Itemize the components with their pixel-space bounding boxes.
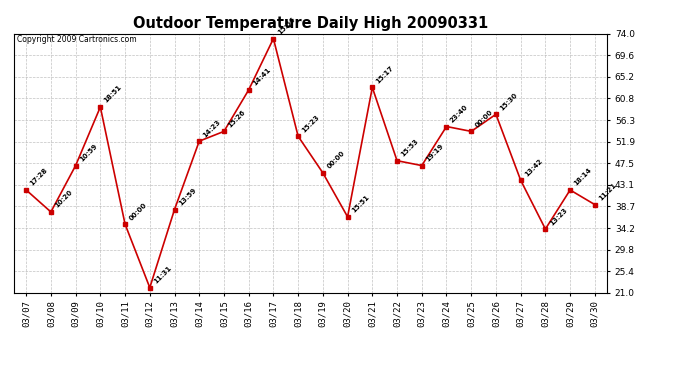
Text: 18:14: 18:14 [573, 167, 593, 187]
Text: 15:53: 15:53 [400, 138, 420, 158]
Text: 15:30: 15:30 [499, 92, 519, 111]
Text: 18:51: 18:51 [103, 84, 123, 104]
Text: 17:28: 17:28 [29, 167, 49, 187]
Text: 19:19: 19:19 [424, 143, 444, 163]
Text: 13:23: 13:23 [548, 206, 568, 226]
Text: 13:42: 13:42 [524, 158, 544, 177]
Text: 14:41: 14:41 [251, 67, 272, 87]
Text: 15:26: 15:26 [227, 109, 246, 129]
Text: 11:21: 11:21 [598, 182, 618, 202]
Text: 11:31: 11:31 [152, 265, 172, 285]
Text: 00:00: 00:00 [128, 201, 148, 221]
Text: 00:00: 00:00 [474, 109, 494, 129]
Title: Outdoor Temperature Daily High 20090331: Outdoor Temperature Daily High 20090331 [133, 16, 488, 31]
Text: 10:59: 10:59 [79, 143, 98, 163]
Text: 15:23: 15:23 [301, 114, 321, 134]
Text: 13:59: 13:59 [177, 187, 197, 207]
Text: 15:17: 15:17 [375, 65, 395, 85]
Text: 15:56: 15:56 [276, 16, 296, 36]
Text: 00:00: 00:00 [326, 150, 346, 170]
Text: 10:20: 10:20 [54, 189, 74, 209]
Text: 15:51: 15:51 [351, 194, 370, 214]
Text: Copyright 2009 Cartronics.com: Copyright 2009 Cartronics.com [17, 35, 137, 44]
Text: 23:40: 23:40 [449, 104, 469, 124]
Text: 14:23: 14:23 [202, 118, 222, 138]
